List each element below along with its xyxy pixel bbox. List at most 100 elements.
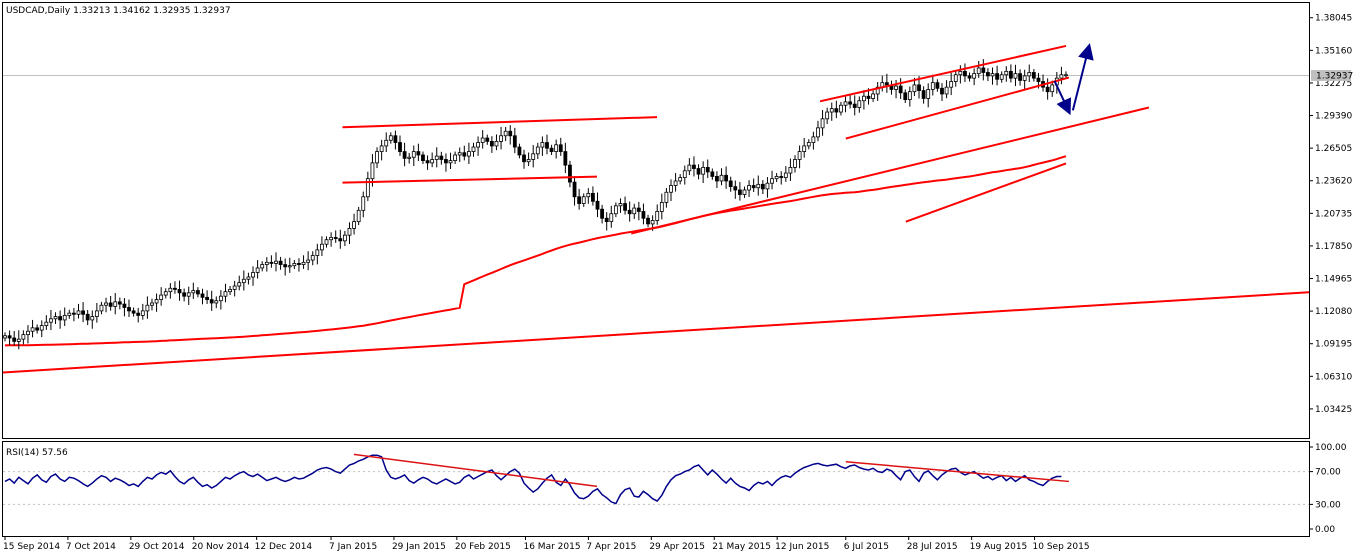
candle — [558, 137, 563, 156]
candle-body — [35, 327, 40, 331]
candle-body — [903, 92, 908, 101]
candle — [871, 90, 875, 102]
candle-body — [655, 211, 660, 221]
candle — [820, 109, 825, 136]
candle-body — [976, 67, 981, 75]
candle-body — [375, 151, 379, 164]
candle — [246, 272, 251, 285]
candle-body — [489, 141, 494, 147]
candle-body — [205, 296, 209, 300]
candle-body — [85, 313, 90, 321]
candle-body — [499, 135, 503, 142]
candle-body — [411, 151, 416, 158]
candle-body — [264, 261, 269, 265]
candle-body — [999, 74, 1004, 80]
candle — [705, 159, 710, 179]
candle-body — [963, 70, 967, 77]
candle — [16, 330, 21, 350]
candle — [760, 180, 765, 195]
candle-body — [140, 310, 145, 316]
candle — [223, 283, 228, 303]
price-tick-label: 1.03425 — [1315, 405, 1352, 415]
candle — [310, 251, 315, 266]
candle-body — [21, 334, 26, 340]
candle — [774, 173, 779, 183]
candle — [168, 283, 173, 299]
candle — [581, 193, 586, 207]
candle-body — [972, 73, 977, 79]
candle-body — [117, 301, 122, 305]
candle-body — [182, 292, 187, 297]
time-tick-label: 7 Apr 2015 — [586, 542, 636, 552]
candle-body — [191, 290, 196, 294]
candle — [393, 130, 398, 150]
candle-body — [866, 95, 871, 99]
candle — [439, 151, 444, 165]
candle-body — [421, 154, 425, 162]
candle-body — [664, 191, 669, 203]
candle — [963, 63, 967, 82]
candle-body — [894, 85, 898, 90]
candle — [972, 68, 977, 86]
moving-averages — [2, 155, 1310, 374]
candle — [990, 67, 995, 85]
candle-body — [705, 166, 710, 173]
candle — [517, 143, 522, 159]
candle-body — [522, 154, 526, 163]
candle-body — [871, 93, 875, 99]
candle — [719, 168, 724, 186]
candle-body — [398, 142, 402, 152]
price-tick-label: 1.09195 — [1315, 340, 1352, 350]
candle — [53, 312, 58, 324]
candle — [251, 266, 255, 286]
candle — [338, 229, 343, 249]
candle-body — [967, 75, 972, 79]
candle-body — [58, 316, 63, 321]
candle — [1008, 64, 1013, 83]
candle-body — [907, 91, 912, 101]
candle — [930, 74, 935, 96]
candle — [898, 78, 903, 99]
candle-body — [269, 261, 274, 264]
candle — [526, 152, 531, 167]
candle — [150, 298, 154, 311]
candle-body — [1064, 74, 1068, 77]
candle-body — [816, 127, 820, 138]
rsi-panel-frame — [2, 441, 1310, 537]
candle-body — [104, 302, 108, 306]
candle — [182, 288, 187, 302]
candle — [940, 83, 944, 101]
candle-body — [16, 338, 21, 342]
candle-body — [467, 151, 471, 157]
candle — [995, 65, 1000, 86]
ma-medium-line — [4, 155, 1067, 347]
candle-body — [444, 159, 448, 164]
candle-body — [453, 154, 458, 162]
candle — [627, 201, 632, 222]
candle — [944, 80, 949, 99]
candle-body — [434, 155, 439, 160]
candle — [388, 132, 393, 144]
candle-body — [825, 111, 830, 120]
candle — [136, 307, 141, 323]
candle-body — [568, 164, 572, 183]
candle-body — [783, 172, 788, 178]
candle-body — [834, 108, 839, 113]
candle-body — [829, 108, 834, 113]
candle-body — [163, 291, 168, 296]
candle-body — [356, 209, 361, 223]
candle-body — [811, 136, 816, 143]
candle-body — [223, 291, 228, 297]
candlesticks[interactable] — [3, 59, 1068, 350]
candle-body — [342, 234, 347, 242]
candle — [85, 309, 90, 326]
candle-body — [320, 243, 324, 251]
candle — [58, 310, 63, 329]
candle-body — [283, 264, 288, 268]
candle — [669, 179, 673, 202]
candle-body — [765, 182, 770, 190]
time-tick-label: 29 Apr 2015 — [649, 542, 705, 552]
candle — [1064, 71, 1068, 79]
candle-body — [81, 310, 85, 315]
